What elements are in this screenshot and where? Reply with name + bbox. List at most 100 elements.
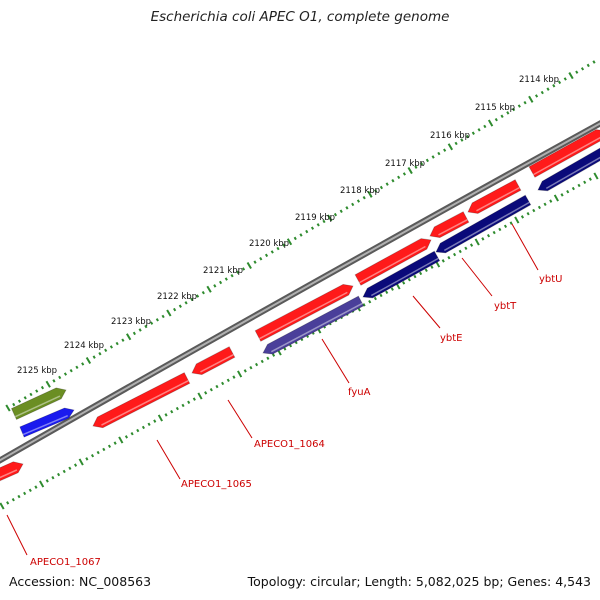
- inner-tick: [255, 362, 259, 367]
- inner-tick: [407, 278, 411, 282]
- outer-tick: [270, 250, 274, 254]
- outer-tick: [385, 182, 389, 186]
- outer-tick: [81, 362, 85, 366]
- outer-tick: [563, 77, 567, 81]
- outer-tick: [397, 175, 401, 180]
- cds-reverse-ybtU: [537, 147, 600, 192]
- inner-tick: [526, 212, 530, 216]
- outer-tick: [92, 355, 96, 359]
- inner-tick: [204, 391, 208, 395]
- outer-tick: [85, 356, 92, 365]
- outer-tick: [460, 138, 464, 142]
- outer-tick: [299, 233, 303, 237]
- outer-tick: [580, 67, 585, 71]
- outer-tick: [259, 257, 263, 261]
- inner-tick: [102, 447, 106, 452]
- inner-tick: [62, 469, 66, 474]
- outer-tick: [402, 172, 406, 176]
- outer-tick: [196, 294, 200, 298]
- outer-tick: [425, 158, 429, 163]
- inner-tick: [243, 369, 247, 373]
- map-title: Escherichia coli APEC O1, complete genom…: [150, 9, 450, 25]
- outer-tick: [286, 238, 293, 246]
- inner-tick: [266, 356, 270, 360]
- outer-tick: [115, 341, 119, 346]
- scale-label: 2122 kbp: [157, 292, 197, 302]
- inner-tick: [141, 425, 145, 430]
- outer-tick: [58, 375, 62, 380]
- outer-tick: [218, 280, 223, 285]
- inner-tick: [413, 274, 417, 279]
- outer-tick: [471, 131, 475, 135]
- gene-labels: ybtU ybtT ybtE fyuA APECO1_1064 APECO1_1065 AP…: [30, 274, 563, 568]
- inner-tick: [453, 252, 457, 257]
- scale-label: 2118 kbp: [340, 186, 380, 196]
- outer-tick: [138, 328, 142, 332]
- outer-tick: [437, 151, 441, 156]
- outer-tick: [540, 90, 544, 95]
- accession-text: Accession: NC_008563: [9, 574, 152, 589]
- cds-forward-1065: [92, 372, 191, 429]
- inner-tick: [96, 450, 100, 455]
- inner-tick: [192, 397, 196, 401]
- cds-forward-ybtU-highlight: [533, 136, 600, 176]
- outer-tick: [45, 380, 51, 388]
- inner-tick: [0, 502, 5, 510]
- outer-tick: [166, 309, 172, 317]
- inner-tick: [441, 259, 445, 263]
- inner-tick: [187, 400, 191, 404]
- inner-tick: [481, 237, 485, 241]
- gene-label: APECO1_1067: [30, 557, 101, 568]
- inner-tick: [232, 375, 236, 379]
- outer-tick: [557, 80, 562, 85]
- inner-tick: [474, 238, 480, 246]
- outer-tick: [345, 206, 349, 210]
- outer-tick: [443, 148, 447, 152]
- outer-tick: [466, 134, 470, 139]
- inner-tick: [593, 172, 599, 180]
- outer-tick: [109, 345, 113, 349]
- inner-tick: [73, 463, 78, 467]
- outer-tick: [126, 333, 132, 341]
- cds-reverse-ybtU-highlight: [545, 156, 600, 190]
- inner-tick: [402, 281, 406, 285]
- inner-tick: [249, 366, 253, 370]
- outer-tick: [523, 100, 527, 105]
- outer-tick: [500, 114, 504, 118]
- inner-tick: [447, 256, 451, 260]
- outer-tick: [305, 229, 309, 234]
- inner-tick: [560, 193, 564, 197]
- outer-tick: [69, 368, 73, 373]
- outer-tick: [75, 365, 79, 370]
- inner-tick: [23, 491, 27, 496]
- inner-tick: [260, 359, 264, 364]
- inner-tick: [283, 347, 287, 351]
- inner-tick: [57, 472, 61, 477]
- inner-tick: [571, 186, 575, 191]
- inner-tick: [424, 268, 428, 272]
- inner-tick: [237, 370, 243, 378]
- inner-tick: [6, 501, 10, 505]
- inner-tick: [503, 224, 508, 228]
- inner-tick: [588, 177, 592, 181]
- inner-tick: [113, 441, 117, 445]
- outer-tick: [310, 226, 315, 230]
- inner-tick: [419, 271, 423, 276]
- outer-tick: [144, 324, 148, 329]
- cds-forward-ybtE-highlight: [438, 218, 468, 236]
- outer-tick: [35, 389, 39, 393]
- outer-tick: [339, 209, 343, 213]
- outer-tick: [276, 246, 280, 251]
- inner-tick: [566, 190, 570, 194]
- inner-tick: [373, 296, 377, 301]
- inner-tick: [549, 199, 553, 203]
- inner-tick: [221, 381, 225, 386]
- inner-tick: [175, 406, 179, 411]
- leader-line: [511, 223, 539, 271]
- outer-tick: [494, 117, 498, 122]
- inner-tick: [153, 419, 157, 423]
- inner-tick: [543, 202, 547, 206]
- cds-forward-1064-highlight: [200, 353, 234, 373]
- outer-tick: [52, 379, 56, 383]
- outer-tick: [12, 402, 16, 407]
